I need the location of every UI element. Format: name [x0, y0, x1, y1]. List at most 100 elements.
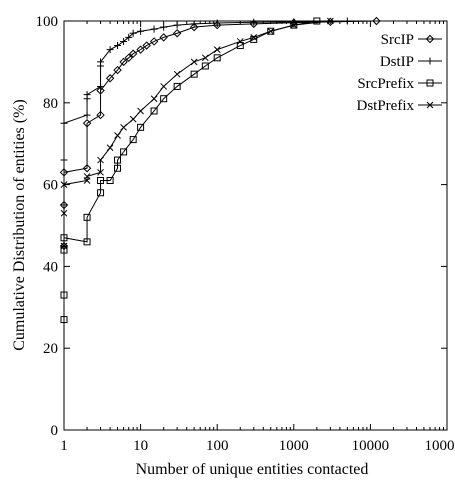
- data-point-srcprefix: [60, 246, 68, 254]
- x-tick-label: 100000: [425, 438, 455, 454]
- series-dstip: [60, 17, 351, 250]
- x-tick-label: 1: [60, 438, 68, 454]
- data-point-srcip: [113, 65, 122, 75]
- y-axis-label: Cumulative Distribution of entities (%): [11, 99, 28, 351]
- data-point-dstprefix: [60, 242, 68, 250]
- data-point-dstprefix: [173, 70, 181, 78]
- data-point-dstprefix: [290, 21, 298, 29]
- data-point-srcip: [128, 49, 138, 58]
- legend-label-dstip: DstIP: [380, 54, 414, 70]
- data-point-dstip: [150, 25, 158, 33]
- data-point-dstprefix: [236, 38, 244, 45]
- data-point-dstip: [213, 19, 221, 27]
- data-point-dstprefix: [213, 46, 221, 53]
- data-point-srcip: [159, 33, 168, 42]
- data-point-dstip: [97, 82, 105, 90]
- data-point-srcip: [172, 29, 182, 38]
- data-point-dstprefix: [190, 58, 198, 66]
- data-point-dstprefix: [97, 168, 104, 176]
- data-point-dstprefix: [106, 144, 114, 152]
- data-point-srcip: [326, 17, 335, 27]
- data-point-dstip: [106, 46, 114, 54]
- data-point-dstprefix: [60, 209, 68, 217]
- data-point-dstprefix: [201, 54, 209, 62]
- data-point-srcprefix: [313, 17, 321, 25]
- y-tick-label: 0: [51, 423, 59, 439]
- data-point-dstip: [343, 17, 351, 25]
- data-point-srcip: [82, 119, 92, 128]
- data-point-dstip: [83, 111, 91, 119]
- legend-marker-dstprefix: [426, 101, 434, 109]
- series-line-dstprefix: [63, 20, 331, 246]
- data-point-dstip: [83, 91, 91, 99]
- x-tick-label: 10000: [352, 438, 390, 454]
- data-point-dstip: [125, 33, 133, 41]
- data-point-dstip: [120, 37, 128, 45]
- data-point-srcprefix: [267, 27, 275, 35]
- x-tick-label: 1000: [279, 438, 309, 454]
- legend: SrcIP DstIP SrcPrefix DstPrefix: [357, 32, 442, 114]
- data-point-srcip: [142, 41, 151, 50]
- series-dstprefix: [60, 17, 334, 250]
- data-point-srcprefix: [236, 42, 244, 50]
- data-point-dstip: [60, 156, 68, 164]
- data-point-srcprefix: [190, 70, 198, 78]
- data-point-srcprefix: [137, 123, 145, 131]
- data-point-srcip: [136, 45, 145, 54]
- data-point-dstprefix: [150, 95, 158, 103]
- data-point-srcprefix: [106, 177, 114, 185]
- data-point-srcip: [96, 86, 105, 95]
- axis-ticks: 1 10 100 1000 10000 100000 0 20 40 60 80 100: [36, 14, 455, 454]
- data-point-srcip: [212, 20, 222, 30]
- data-point-dstip: [60, 119, 68, 127]
- data-point-srcprefix: [129, 136, 137, 144]
- data-point-srcprefix: [83, 238, 91, 246]
- data-point-dstprefix: [137, 107, 144, 115]
- y-tick-label: 60: [43, 178, 58, 194]
- series-line-srcprefix: [63, 20, 317, 320]
- data-point-dstip: [250, 18, 258, 26]
- data-point-srcip: [96, 110, 105, 120]
- series-line-dstip: [63, 20, 348, 246]
- y-tick-label: 100: [36, 14, 59, 30]
- data-point-srcip: [82, 164, 92, 173]
- data-point-dstip: [173, 21, 181, 29]
- legend-marker-dstip: [426, 57, 434, 65]
- data-point-srcprefix: [201, 62, 209, 70]
- data-point-srcprefix: [250, 35, 258, 43]
- data-point-dstip: [190, 20, 198, 28]
- data-point-dstprefix: [267, 27, 275, 35]
- data-point-dstprefix: [97, 156, 104, 164]
- legend-label-srcprefix: SrcPrefix: [357, 76, 414, 92]
- data-point-srcprefix: [97, 189, 105, 197]
- x-tick-label: 10: [133, 438, 148, 454]
- data-point-srcprefix: [173, 82, 181, 90]
- data-point-srcip: [372, 16, 381, 26]
- data-point-dstip: [160, 23, 168, 31]
- series-srcprefix: [60, 17, 321, 324]
- data-point-srcprefix: [160, 95, 168, 103]
- legend-marker-srcip: [425, 34, 435, 44]
- data-point-srcprefix: [150, 107, 158, 115]
- data-point-dstprefix: [120, 123, 127, 131]
- x-tick-label: 100: [206, 438, 229, 454]
- data-point-dstprefix: [326, 17, 334, 25]
- data-point-dstprefix: [60, 181, 68, 188]
- data-point-srcprefix: [213, 54, 221, 62]
- data-point-dstip: [129, 29, 137, 37]
- data-point-dstip: [137, 27, 145, 35]
- series-layer: [59, 16, 381, 324]
- data-point-dstip: [97, 58, 105, 66]
- y-tick-label: 80: [43, 96, 58, 112]
- data-point-dstprefix: [250, 34, 258, 41]
- data-point-dstprefix: [129, 115, 137, 123]
- data-point-dstip: [114, 42, 122, 50]
- data-point-dstprefix: [160, 83, 168, 90]
- legend-label-dstprefix: DstPrefix: [357, 98, 415, 114]
- legend-marker-srcprefix: [426, 79, 434, 87]
- data-point-srcip: [119, 57, 128, 67]
- data-point-dstprefix: [83, 173, 91, 180]
- y-tick-label: 20: [43, 341, 58, 357]
- data-point-srcprefix: [114, 164, 122, 172]
